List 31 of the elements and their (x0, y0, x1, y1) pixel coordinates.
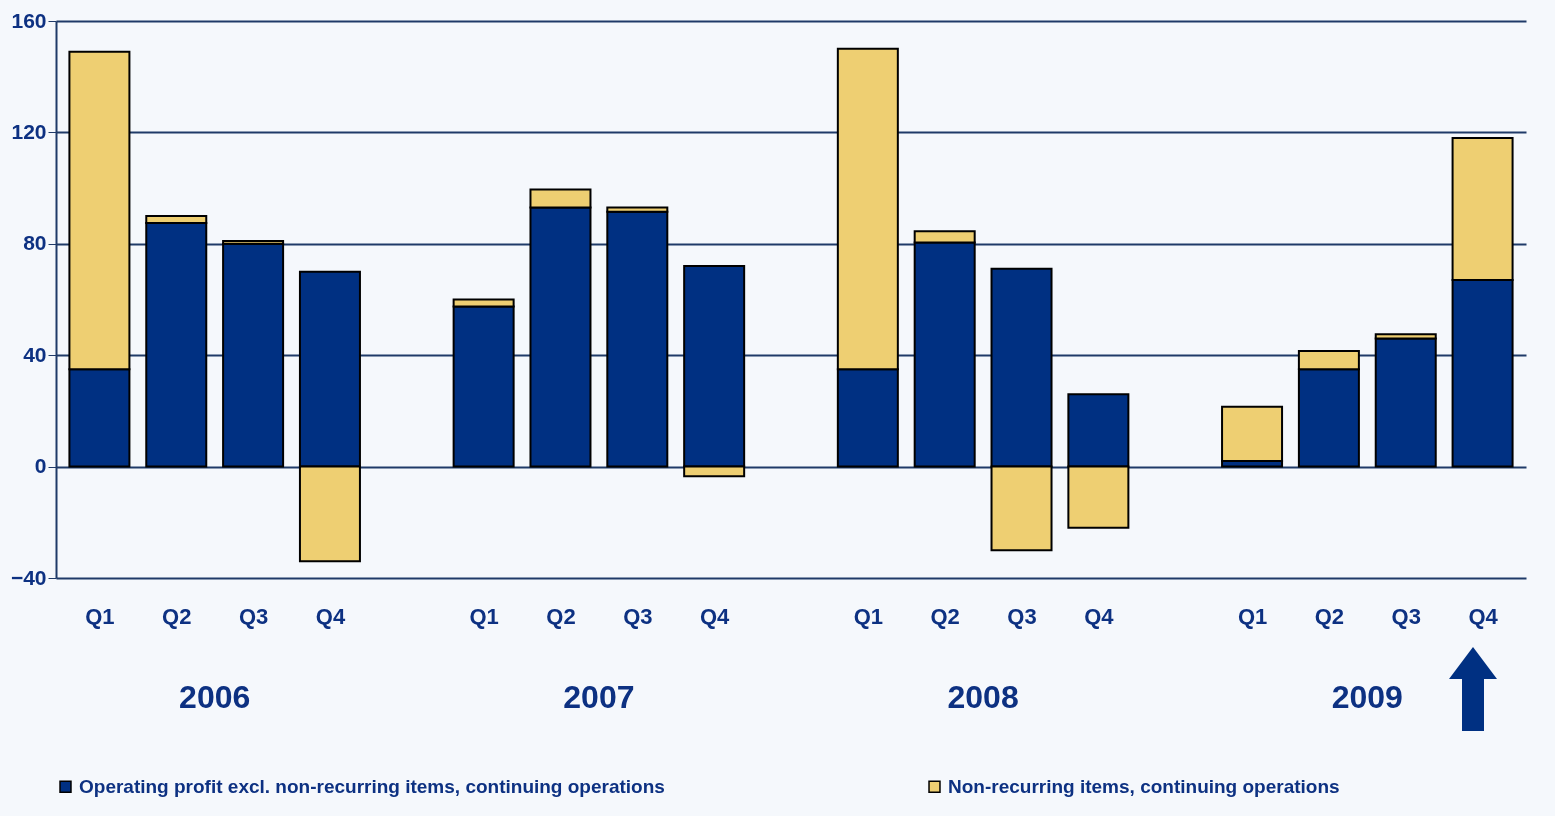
x-tick-label: Q3 (1007, 603, 1037, 629)
x-tick-label: Q4 (315, 603, 346, 629)
bar (1374, 337, 1437, 468)
x-tick-label: Q3 (238, 603, 269, 629)
x-tick-label: Q4 (699, 603, 731, 629)
text: 2008 (947, 679, 1019, 715)
x-tick-label: Q2 (1314, 603, 1345, 629)
x-tick-label: Q3 (623, 603, 653, 629)
x-tick-label: Q2 (162, 603, 192, 629)
y-tick-label: 120 (11, 119, 47, 143)
bar (606, 210, 669, 468)
y-tick-label: 160 (11, 8, 47, 32)
text: 2006 (179, 679, 251, 715)
legend-label: Operating profit excl. non-recurring items, continuing operations (79, 775, 665, 797)
y-tick-label: −40 (10, 565, 47, 589)
legend-label: Non-recurring items, continuing operations (948, 775, 1340, 797)
x-tick-label: Q1 (853, 603, 884, 629)
x-tick-label: Q1 (1237, 603, 1268, 629)
x-tick-label: Q4 (1468, 603, 1499, 629)
text: 2007 (563, 679, 635, 715)
x-tick-label: Q2 (930, 603, 960, 629)
y-tick-label: 80 (23, 231, 47, 255)
y-tick-label: 40 (23, 342, 47, 366)
x-tick-label: Q4 (1084, 603, 1115, 629)
x-tick-label: Q3 (1391, 603, 1421, 629)
text: 2009 (1331, 679, 1403, 715)
x-tick-label: Q2 (546, 603, 576, 629)
y-tick-label: 0 (34, 454, 47, 478)
bar (222, 242, 285, 468)
x-tick-label: Q1 (469, 603, 499, 629)
x-tick-label: Q1 (85, 603, 115, 629)
